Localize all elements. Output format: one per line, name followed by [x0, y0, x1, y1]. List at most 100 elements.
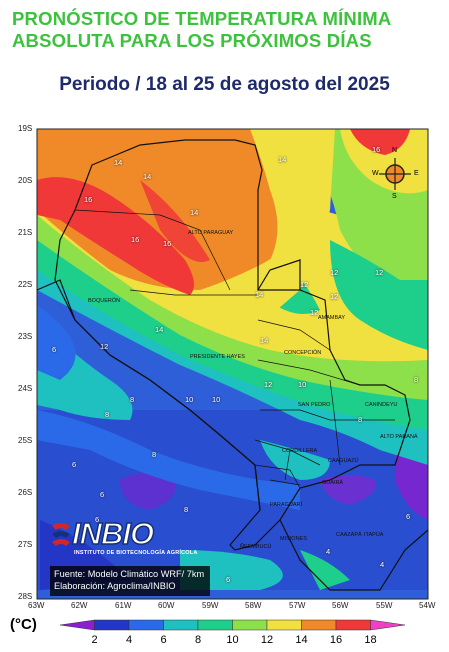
source-text: Fuente: Modelo Climático WRF/ 7km [54, 569, 205, 579]
contour-label: 16 [163, 239, 172, 248]
region-label: SAN PEDRO [298, 402, 331, 408]
contour-label: 4 [326, 547, 331, 556]
lat-label: 25S [18, 436, 33, 445]
legend-tick-label: 2 [91, 634, 98, 646]
contour-label: 8 [358, 415, 363, 424]
source-box: Fuente: Modelo Climático WRF/ 7km Elabor… [50, 566, 210, 596]
lon-label: 63W [28, 601, 45, 610]
region-label: CANINDEYU [365, 402, 398, 408]
lat-label: 27S [18, 540, 33, 549]
contour-label: 8 [152, 450, 157, 459]
lat-label: 22S [18, 280, 33, 289]
legend-tick-label: 8 [194, 634, 202, 646]
lon-label: 54W [419, 601, 436, 610]
lon-label: 55W [376, 601, 393, 610]
lon-label: 60W [158, 601, 175, 610]
region-label: ITAPÚA [364, 532, 384, 538]
region-label: CAAZAPÁ [336, 532, 362, 538]
title-line-1: PRONÓSTICO DE TEMPERATURA MÍNIMA [12, 8, 392, 29]
contour-label: 14 [190, 208, 199, 217]
legend-swatch [128, 619, 164, 631]
contour-label: 8 [184, 505, 189, 514]
region-label: CONCEPCIÓN [284, 350, 322, 356]
contour-label: 8 [130, 395, 135, 404]
contour-label: 12 [330, 292, 339, 301]
legend-tick-label: 12 [260, 634, 274, 646]
legend-swatch [266, 619, 302, 631]
contour-label: 12 [264, 380, 273, 389]
compass-rose [379, 158, 411, 190]
legend-tick-label: 18 [364, 634, 377, 646]
contour-label: 14 [278, 155, 287, 164]
lon-label: 59W [202, 601, 219, 610]
contour-label: 10 [298, 380, 307, 389]
logo-subtitle: INSTITUTO DE BIOTECNOLOGÍA AGRÍCOLA [74, 550, 198, 556]
temperature-map-svg [36, 128, 429, 600]
elaboration-text: Elaboración: Agroclima/INBIO [54, 581, 176, 591]
lon-label: 62W [71, 601, 88, 610]
legend-tick-label: 16 [329, 634, 343, 646]
contour-label: 14 [143, 172, 152, 181]
region-label: BOQUERÓN [88, 298, 121, 304]
legend-swatch [163, 619, 199, 631]
contour-label: 6 [226, 575, 231, 584]
region-label: ÑEEMBUCÚ [240, 544, 272, 550]
legend-tick-label: 14 [295, 634, 308, 646]
compass-e: E [414, 170, 419, 177]
contour-label: 12 [375, 268, 384, 277]
region-label: GUAIRÁ [322, 480, 344, 486]
contour-label: 8 [105, 410, 110, 419]
legend-tick-label: 10 [226, 634, 239, 646]
department-borders [74, 209, 395, 489]
lat-label: 21S [18, 228, 33, 237]
contour-label: 12 [310, 308, 319, 317]
region-label: CORDILLERA [282, 448, 318, 454]
lat-label: 28S [18, 592, 33, 601]
region-label: AMAMBAY [318, 315, 346, 321]
lat-label: 20S [18, 176, 33, 185]
lon-label: 57W [289, 601, 306, 610]
contour-label: 6 [100, 490, 105, 499]
lon-label: 56W [332, 601, 349, 610]
legend-swatch [301, 619, 337, 631]
contour-label: 16 [84, 195, 93, 204]
contour-label: 6 [52, 345, 57, 354]
legend-swatch [232, 619, 268, 631]
title-line-2: ABSOLUTA PARA LOS PRÓXIMOS DÍAS [12, 30, 372, 51]
legend-unit: (°C) [10, 616, 37, 633]
contour-label: 12 [300, 280, 309, 289]
lon-label: 61W [115, 601, 132, 610]
legend-swatch [370, 619, 406, 631]
contour-label: 16 [131, 235, 140, 244]
legend-swatch [197, 619, 233, 631]
contour-label: 10 [185, 395, 194, 404]
lat-label: 19S [18, 124, 33, 133]
country-borders [36, 139, 429, 591]
legend-swatch [94, 619, 130, 631]
region-label: MISIONES [280, 536, 307, 542]
contour-label: 12 [330, 268, 339, 277]
lat-label: 23S [18, 332, 33, 341]
region-label: ALTO PARANÁ [380, 434, 418, 440]
legend-tick-label: 4 [125, 634, 133, 646]
compass-w: W [372, 170, 379, 177]
region-label: CAAGUAZÚ [328, 458, 359, 464]
temperature-field [37, 129, 428, 599]
lon-label: 58W [245, 601, 262, 610]
period-subtitle: Periodo / 18 al 25 de agosto del 2025 [59, 74, 390, 95]
region-label: PRESIDENTE HAYES [190, 354, 245, 360]
contour-label: 8 [414, 375, 419, 384]
compass-s: S [392, 193, 397, 200]
region-label: ALTO PARAGUAY [188, 230, 234, 236]
logo-text: INBIO [71, 515, 155, 552]
contour-label: 6 [406, 512, 411, 521]
inbio-logo: INBIO INSTITUTO DE BIOTECNOLOGÍA AGRÍCOL… [50, 515, 200, 556]
legend-tick-label: 6 [160, 634, 167, 646]
contour-label: 12 [100, 342, 109, 351]
legend-bar [59, 619, 406, 631]
region-label: PARAGUARÍ [270, 502, 302, 508]
color-legend: (°C) 2 4 6 8 10 12 14 16 18 [0, 610, 449, 652]
contour-label: 16 [372, 145, 381, 154]
contour-label: 14 [114, 158, 123, 167]
contour-label: 4 [380, 560, 385, 569]
